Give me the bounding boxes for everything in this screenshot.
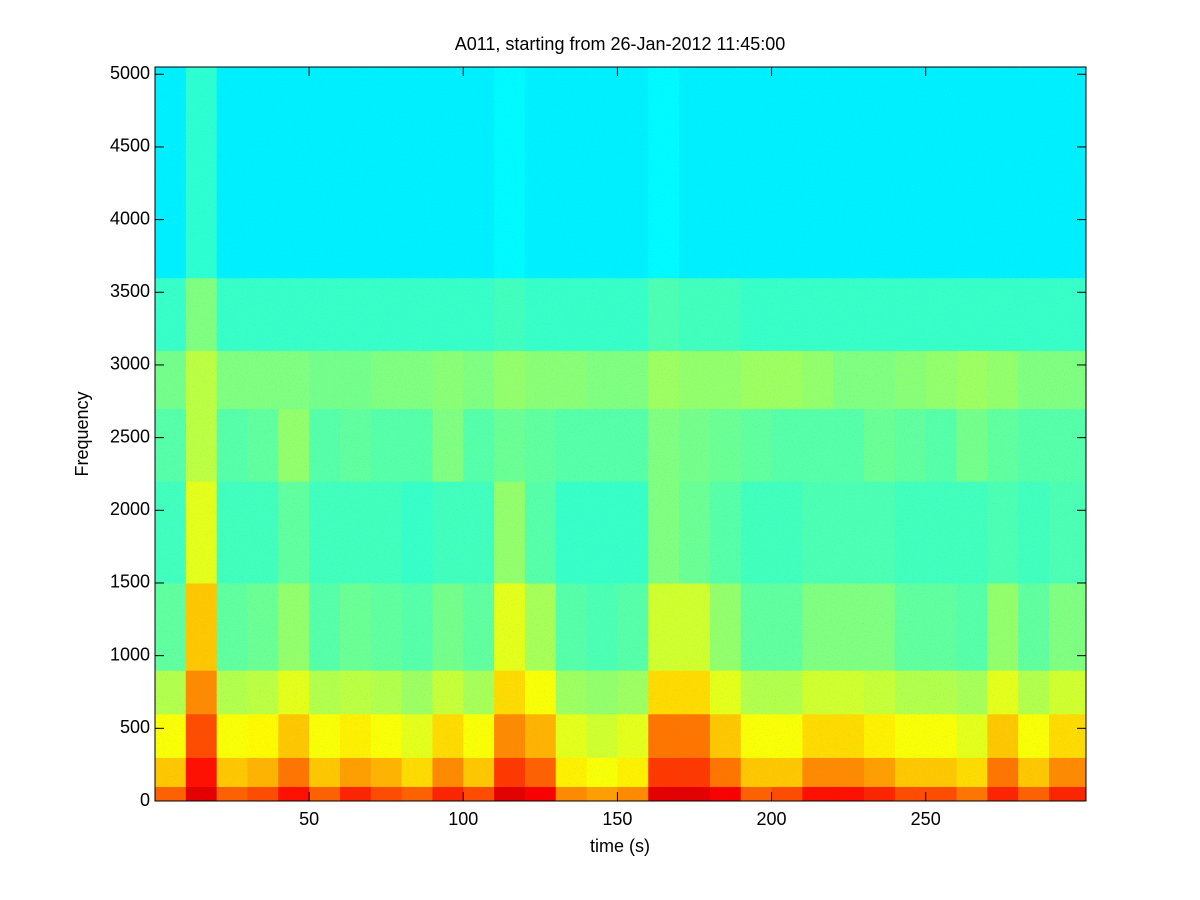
x-tick-label: 150	[602, 809, 632, 829]
y-tick-label: 5000	[110, 63, 150, 83]
y-tick-label: 3000	[110, 354, 150, 374]
axes-box	[154, 66, 1087, 802]
y-tick-label: 1000	[110, 644, 150, 664]
chart-title: A011, starting from 26-Jan-2012 11:45:00	[455, 34, 786, 54]
y-tick-label: 0	[140, 790, 150, 810]
y-tick-label: 1500	[110, 572, 150, 592]
x-tick-label: 100	[448, 809, 478, 829]
x-tick-label: 50	[299, 809, 319, 829]
y-axis-label: Frequency	[72, 391, 92, 476]
y-tick-label: 4500	[110, 136, 150, 156]
noise-texture	[155, 67, 1086, 801]
x-tick-label: 250	[911, 809, 941, 829]
y-tick-label: 2500	[110, 426, 150, 446]
x-tick-label: 200	[757, 809, 787, 829]
y-tick-label: 2000	[110, 499, 150, 519]
y-tick-label: 4000	[110, 208, 150, 228]
y-tick-label: 3500	[110, 281, 150, 301]
y-tick-label: 500	[120, 717, 150, 737]
x-axis-label: time (s)	[590, 836, 650, 856]
